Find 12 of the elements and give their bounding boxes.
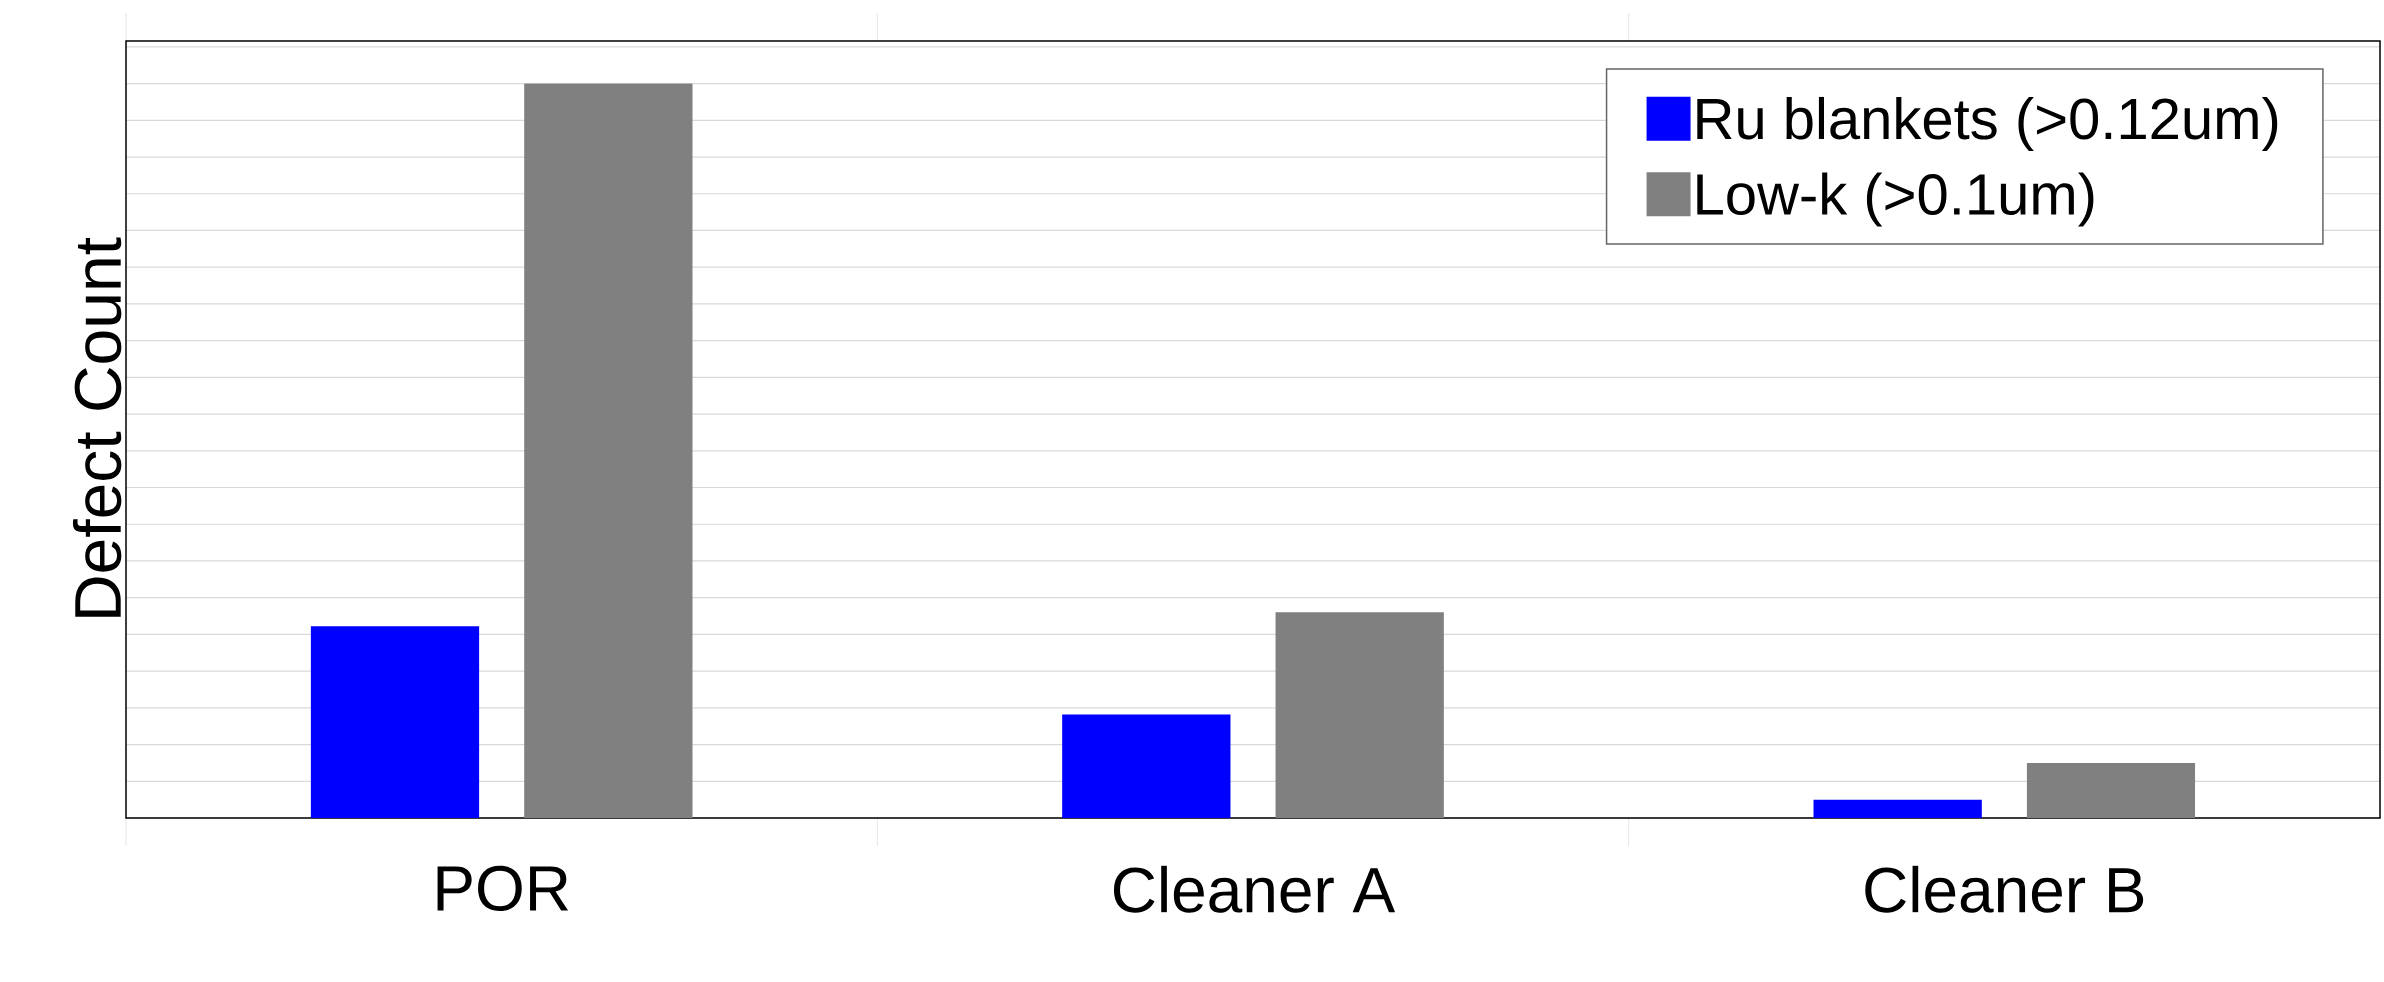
bar	[1813, 799, 1982, 818]
x-tick-label: Cleaner A	[1113, 865, 1396, 913]
bar	[1275, 612, 1444, 818]
x-tick-label: Cleaner B	[1865, 865, 2144, 913]
legend-label: Low-k (>0.1um)	[1697, 172, 2094, 227]
legend-label: Ru blankets (>0.12um)	[1697, 96, 2278, 151]
bar	[2026, 762, 2196, 818]
x-tick-label: POR	[437, 865, 569, 912]
bar	[1062, 714, 1231, 818]
bar	[310, 626, 480, 818]
bar	[524, 83, 693, 818]
y-axis-title: Defect Count	[72, 237, 122, 617]
